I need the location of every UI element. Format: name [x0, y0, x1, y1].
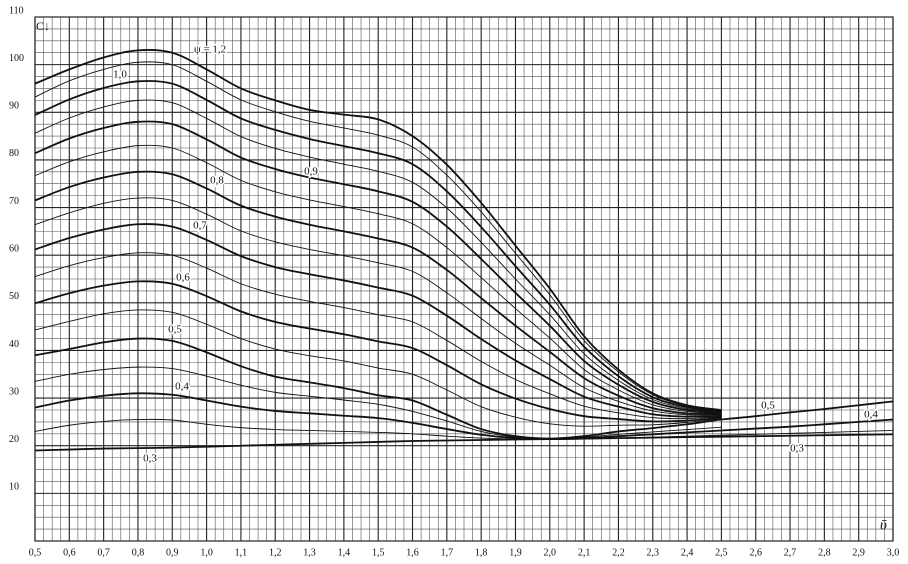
- x-tick-label: 2,8: [818, 547, 831, 558]
- curve-label: 0,5: [761, 400, 775, 412]
- x-tick-label: 3,0: [887, 547, 900, 558]
- curve: [34, 433, 894, 452]
- y-tick-label: 60: [9, 243, 19, 254]
- curve-label: 0,8: [210, 175, 224, 187]
- x-tick-label: 1,7: [441, 547, 454, 558]
- curve: [34, 80, 722, 412]
- y-tick-label: 50: [9, 291, 19, 302]
- y-tick-label: 80: [9, 148, 19, 159]
- curve: [34, 144, 722, 414]
- curve-label: 0,4: [864, 409, 878, 421]
- x-tick-label: 1,5: [372, 547, 385, 558]
- curve: [34, 170, 722, 415]
- curve: [34, 49, 722, 411]
- x-tick-label: 2,6: [749, 547, 762, 558]
- curve: [34, 309, 722, 427]
- curve-label: 0,7: [193, 220, 207, 232]
- curve-label: ψ = 1,2: [194, 44, 226, 56]
- curve: [34, 418, 894, 440]
- y-tick-label: 40: [9, 339, 19, 350]
- x-tick-label: 2,1: [578, 547, 591, 558]
- x-tick-label: 2,0: [544, 547, 557, 558]
- curve: [34, 252, 722, 420]
- x-tick-label: 2,9: [852, 547, 865, 558]
- curve-label: 0,4: [175, 381, 189, 393]
- curve-label: 0,9: [304, 166, 318, 178]
- curve-label: 0,5: [168, 324, 182, 336]
- x-tick-label: 0,8: [132, 547, 145, 558]
- y-tick-label: 20: [9, 434, 19, 445]
- curve: [34, 366, 722, 440]
- x-tick-label: 2,2: [612, 547, 625, 558]
- curve-label: 0,3: [143, 453, 157, 465]
- plot-frame: [34, 16, 894, 542]
- y-tick-label: 10: [9, 482, 19, 493]
- curve-label: 0,3: [790, 443, 804, 455]
- curve-label: 1,0: [113, 69, 127, 81]
- x-tick-label: 1,0: [200, 547, 213, 558]
- x-tick-label: 0,6: [63, 547, 76, 558]
- y-tick-label: 100: [9, 53, 24, 64]
- curve: [34, 223, 722, 418]
- x-axis-label: ῡ: [880, 517, 887, 533]
- curve: [34, 392, 894, 440]
- y-tick-label: 90: [9, 101, 19, 112]
- curve: [34, 280, 722, 423]
- x-tick-label: 2,3: [647, 547, 660, 558]
- y-tick-label: 110: [9, 5, 24, 16]
- curve: [34, 197, 722, 416]
- y-tick-label: 30: [9, 386, 19, 397]
- x-tick-label: 1,2: [269, 547, 282, 558]
- x-tick-label: 1,3: [303, 547, 316, 558]
- y-axis-label: C↓: [36, 19, 50, 33]
- x-tick-label: 0,7: [97, 547, 110, 558]
- curve: [34, 120, 722, 414]
- curve: [34, 99, 722, 412]
- curve: [34, 61, 722, 411]
- x-tick-label: 2,7: [784, 547, 797, 558]
- x-tick-label: 2,4: [681, 547, 694, 558]
- curve: [34, 337, 894, 440]
- grid: [34, 16, 894, 542]
- curve-label: 0,6: [176, 272, 190, 284]
- x-tick-label: 1,1: [235, 547, 248, 558]
- x-tick-label: 2,5: [715, 547, 728, 558]
- x-tick-label: 0,9: [166, 547, 179, 558]
- x-tick-label: 0,5: [29, 547, 42, 558]
- curves: [34, 49, 894, 452]
- x-tick-label: 1,6: [406, 547, 419, 558]
- y-tick-label: 70: [9, 196, 19, 207]
- x-tick-label: 1,8: [475, 547, 488, 558]
- labels: 0,3 0,3 0,4 0,4 0,5 0,5 0,6 0,7 0,8 0,9 1,0 ψ = 1,2: [112, 42, 880, 466]
- x-tick-label: 1,9: [509, 547, 522, 558]
- x-tick-label: 1,4: [338, 547, 351, 558]
